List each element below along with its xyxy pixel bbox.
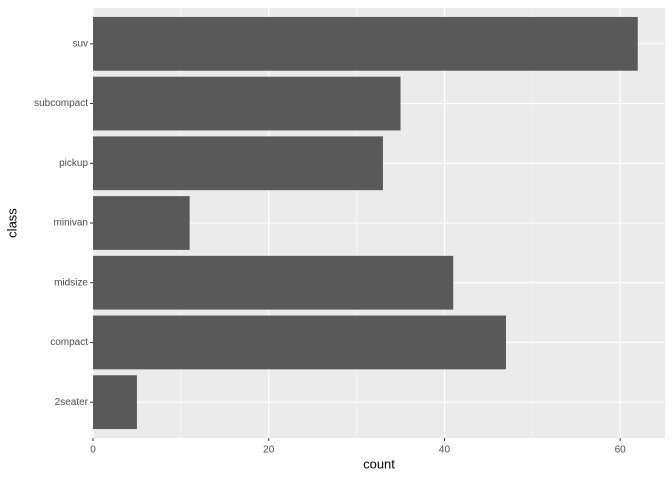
y-tick-label: midsize [54,277,88,288]
bar [93,16,638,71]
y-tick-label: minivan [54,218,88,229]
x-tick-label: 40 [439,445,451,456]
y-tick-label: suv [72,38,88,49]
bar [93,255,454,310]
y-tick-label: pickup [59,158,88,169]
x-tick-label: 20 [263,445,275,456]
bar [93,76,401,131]
bar [93,375,137,430]
y-axis-title: class [4,208,19,238]
bar [93,136,383,191]
y-tick-label: 2seater [55,397,89,408]
x-tick-label: 60 [615,445,627,456]
bar [93,315,506,370]
bar [93,196,190,250]
x-tick-label: 0 [90,445,96,456]
y-tick-label: subcompact [34,98,88,109]
x-axis-title: count [363,456,395,471]
y-tick-label: compact [50,337,88,348]
